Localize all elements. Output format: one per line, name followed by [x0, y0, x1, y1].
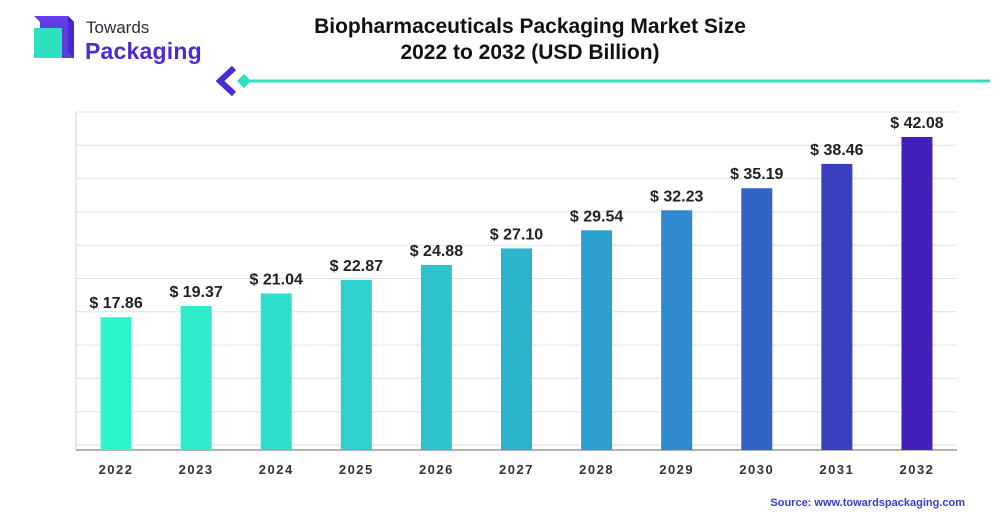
- source-url[interactable]: www.towardspackaging.com: [814, 497, 965, 509]
- x-tick-label-2023: 2023: [179, 462, 214, 477]
- bar-2024: [260, 293, 292, 450]
- data-label-2030: $ 35.19: [730, 166, 783, 183]
- x-tick-label-2030: 2030: [739, 462, 774, 477]
- x-tick-label-2025: 2025: [339, 462, 374, 477]
- source-label: Source:: [770, 497, 812, 509]
- brand-name-top: Towards: [86, 18, 150, 37]
- x-tick-label-2022: 2022: [99, 462, 134, 477]
- brand-name-bottom: Packaging: [85, 38, 202, 64]
- bar-2032: [901, 137, 933, 450]
- data-label-2024: $ 21.04: [250, 272, 303, 289]
- data-label-2026: $ 24.88: [410, 243, 463, 260]
- bar-2029: [661, 210, 693, 450]
- source-note: Source: www.towardspackaging.com: [770, 497, 965, 509]
- data-label-2028: $ 29.54: [570, 208, 623, 225]
- x-tick-label-2031: 2031: [819, 462, 854, 477]
- x-tick-label-2029: 2029: [659, 462, 694, 477]
- data-label-2029: $ 32.23: [650, 188, 703, 205]
- x-tick-label-2028: 2028: [579, 462, 614, 477]
- bar-2031: [821, 163, 853, 450]
- x-tick-label-2032: 2032: [899, 462, 934, 477]
- data-label-2027: $ 27.10: [490, 226, 543, 243]
- diamond-icon: [237, 74, 251, 88]
- bar-2022: [100, 317, 132, 450]
- chevron-left-icon: [215, 65, 237, 97]
- bar-2030: [741, 188, 773, 451]
- data-label-2023: $ 19.37: [169, 284, 222, 301]
- bar-2027: [501, 248, 532, 450]
- chart-title: Biopharmaceuticals Packaging Market Size…: [250, 14, 810, 66]
- x-tick-label-2026: 2026: [419, 462, 454, 477]
- x-tick-labels: 2022 2023 2024 2025 2026 2027 2028 2029 2030 2031…: [99, 462, 934, 477]
- header-decoration: [215, 65, 990, 97]
- brand-logo: Towards Packaging: [28, 14, 228, 74]
- data-labels: $ 17.86 $ 19.37 $ 21.04 $ 22.87 $ 24.88 $ 27.…: [89, 115, 943, 312]
- x-tick-label-2024: 2024: [259, 462, 294, 477]
- data-label-2032: $ 42.08: [890, 115, 943, 132]
- data-label-2031: $ 38.46: [810, 142, 863, 159]
- x-tick-label-2027: 2027: [499, 462, 534, 477]
- bar-2025: [340, 279, 372, 450]
- data-label-2025: $ 22.87: [330, 258, 383, 275]
- bar-2023: [180, 305, 212, 450]
- cube-logo-icon: [34, 16, 74, 58]
- chart-title-line2: 2022 to 2032 (USD Billion): [400, 41, 660, 64]
- data-label-2022: $ 17.86: [89, 295, 142, 312]
- bar-2028: [581, 230, 613, 450]
- chart-title-line1: Biopharmaceuticals Packaging Market Size: [314, 15, 746, 38]
- bar-2026: [420, 264, 452, 450]
- bars: [100, 137, 933, 451]
